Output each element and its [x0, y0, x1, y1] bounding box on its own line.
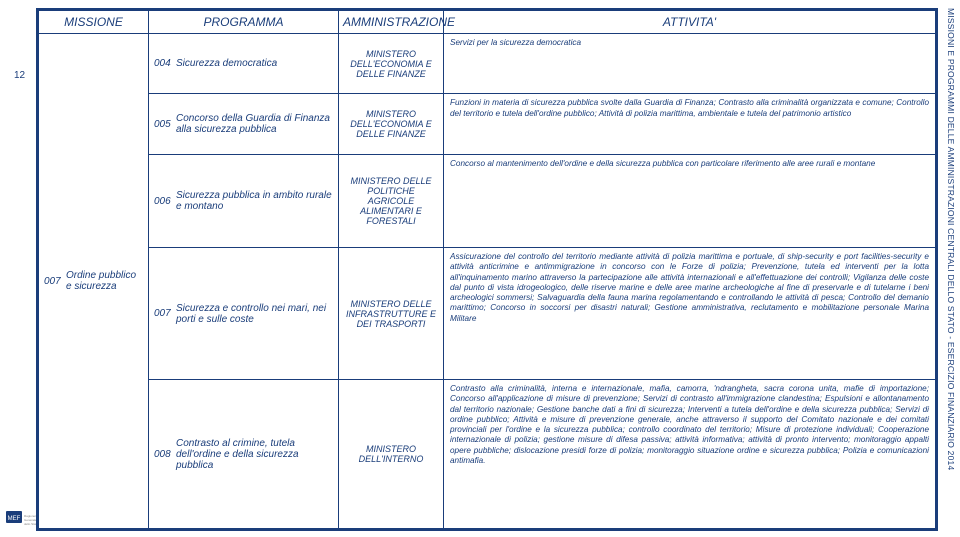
attivita-cell: Servizi per la sicurezza democratica — [444, 34, 936, 94]
admin-cell: MINISTERO DELL'ECONOMIA E DELLE FINANZE — [339, 94, 444, 154]
table-row: 005Concorso della Guardia di Finanza all… — [39, 94, 936, 154]
programma-cell: 004Sicurezza democratica — [149, 34, 339, 94]
prog-label: Sicurezza pubblica in ambito rurale e mo… — [176, 190, 333, 212]
prog-label: Sicurezza democratica — [176, 58, 333, 69]
programma-cell: 007Sicurezza e controllo nei mari, nei p… — [149, 248, 339, 380]
admin-cell: MINISTERO DELLE INFRASTRUTTURE E DEI TRA… — [339, 248, 444, 380]
table-row: 006Sicurezza pubblica in ambito rurale e… — [39, 154, 936, 247]
table-row: 007Sicurezza e controllo nei mari, nei p… — [39, 248, 936, 380]
svg-text:MEF: MEF — [8, 516, 21, 522]
prog-code: 007 — [154, 308, 176, 319]
side-title: MISSIONI E PROGRAMMI DELLE AMMINISTRAZIO… — [944, 8, 956, 529]
header-amministrazione: AMMINISTRAZIONE — [339, 11, 444, 34]
main-table: MISSIONE PROGRAMMA AMMINISTRAZIONE ATTIV… — [36, 8, 938, 531]
header-missione: MISSIONE — [39, 11, 149, 34]
prog-code: 004 — [154, 58, 176, 69]
programma-cell: 005Concorso della Guardia di Finanza all… — [149, 94, 339, 154]
page-number: 12 — [14, 70, 25, 81]
header-attivita: ATTIVITA' — [444, 11, 936, 34]
prog-label: Contrasto al crimine, tutela dell'ordine… — [176, 438, 333, 471]
table-row: 008Contrasto al crimine, tutela dell'ord… — [39, 380, 936, 529]
programma-cell: 006Sicurezza pubblica in ambito rurale e… — [149, 154, 339, 247]
admin-cell: MINISTERO DELL'INTERNO — [339, 380, 444, 529]
attivita-cell: Assicurazione del controllo del territor… — [444, 248, 936, 380]
header-programma: PROGRAMMA — [149, 11, 339, 34]
prog-label: Sicurezza e controllo nei mari, nei port… — [176, 303, 333, 325]
prog-code: 008 — [154, 449, 176, 460]
prog-code: 005 — [154, 119, 176, 130]
admin-cell: MINISTERO DELLE POLITICHE AGRICOLE ALIME… — [339, 154, 444, 247]
admin-cell: MINISTERO DELL'ECONOMIA E DELLE FINANZE — [339, 34, 444, 94]
prog-label: Concorso della Guardia di Finanza alla s… — [176, 113, 333, 135]
mission-cell: 007Ordine pubblico e sicurezza — [39, 34, 149, 529]
programma-cell: 008Contrasto al crimine, tutela dell'ord… — [149, 380, 339, 529]
attivita-cell: Funzioni in materia di sicurezza pubblic… — [444, 94, 936, 154]
table-header-row: MISSIONE PROGRAMMA AMMINISTRAZIONE ATTIV… — [39, 11, 936, 34]
attivita-cell: Concorso al mantenimento dell'ordine e d… — [444, 154, 936, 247]
prog-code: 006 — [154, 196, 176, 207]
mission-label: Ordine pubblico e sicurezza — [66, 270, 143, 292]
mission-code: 007 — [44, 276, 66, 287]
table-row: 007Ordine pubblico e sicurezza004Sicurez… — [39, 34, 936, 94]
attivita-cell: Contrasto alla criminalità, interna e in… — [444, 380, 936, 529]
